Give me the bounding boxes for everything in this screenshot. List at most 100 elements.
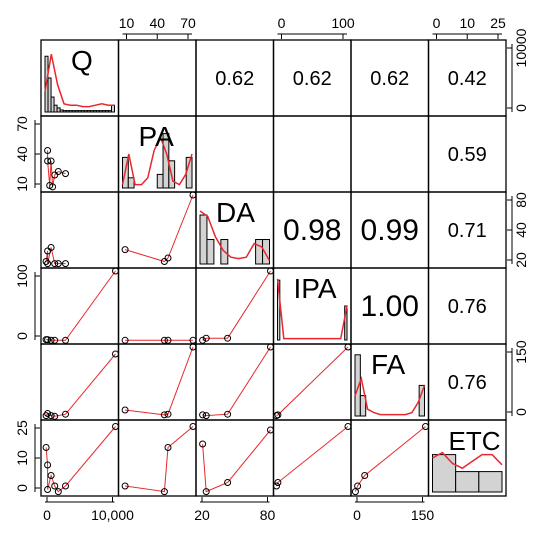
smoother-line <box>46 270 116 341</box>
scatter-point <box>160 411 168 419</box>
panel-4-1 <box>117 343 197 421</box>
scatter-point <box>273 482 280 490</box>
bottom-axis-tick-label: 150 <box>411 507 435 523</box>
smoother-line <box>276 426 349 487</box>
histogram-bar <box>206 239 215 265</box>
panel-3-1 <box>117 267 197 345</box>
panel-1-4 <box>350 115 430 193</box>
correlation-value: 0.59 <box>448 144 487 166</box>
scatter-point <box>422 423 429 430</box>
scatter-point <box>47 244 55 251</box>
variable-label-da: DA <box>216 197 255 228</box>
correlation-value: 1.00 <box>361 290 419 323</box>
histogram-bar <box>110 104 116 113</box>
correlation-value: 0.98 <box>283 214 341 247</box>
scatter-point <box>44 147 52 154</box>
scatter-point <box>164 410 172 418</box>
smoother-line <box>202 346 271 417</box>
scatter-point <box>49 183 57 191</box>
scatter-point <box>44 247 52 255</box>
scatter-point <box>44 157 52 165</box>
scatter-point <box>47 157 55 165</box>
histogram-bar <box>50 96 55 113</box>
variable-label-pa: PA <box>139 121 175 152</box>
scatter-point <box>224 479 232 486</box>
scatter-point <box>112 267 119 275</box>
scatter-point <box>199 336 207 344</box>
histogram-bar <box>455 471 480 493</box>
correlation-value: 0.76 <box>448 372 487 394</box>
scatter-point <box>62 410 69 418</box>
scatter-point <box>62 170 69 178</box>
scatter-point <box>42 412 50 420</box>
bottom-axis-tick-label: 0 <box>353 507 361 523</box>
panel-5-5 <box>427 419 507 497</box>
smoother-line <box>45 353 116 417</box>
scatter-point <box>121 336 129 344</box>
density-line <box>354 375 426 416</box>
scatter-point <box>199 411 207 419</box>
correlation-value: 0.62 <box>215 68 254 90</box>
scatter-point <box>112 350 119 358</box>
scatter-point <box>54 260 62 268</box>
scatter-point <box>121 482 129 490</box>
scatter-point <box>62 482 69 490</box>
scatter-point <box>202 488 210 496</box>
histogram-bar <box>354 354 361 417</box>
correlation-value: 0.76 <box>448 296 487 318</box>
top-axis-tick-label: 0 <box>433 15 441 31</box>
scatter-point <box>47 336 55 344</box>
scatter-point <box>47 472 55 479</box>
scatter-point <box>267 343 274 351</box>
scatter-point <box>189 423 197 430</box>
scatter-point <box>160 258 168 265</box>
histogram-bar <box>262 239 270 265</box>
scatter-point <box>51 171 59 179</box>
panel-3-2 <box>195 267 275 345</box>
smoother-line <box>124 194 194 263</box>
scatter-point <box>354 482 362 490</box>
scatter-point <box>42 258 50 265</box>
scatter-point <box>164 336 172 344</box>
scatter-point <box>189 343 197 351</box>
histogram-bar <box>432 454 457 493</box>
top-axis-tick-label: 0 <box>278 15 286 31</box>
scatter-point <box>199 440 207 448</box>
density-line <box>44 54 115 108</box>
top-axis-tick-label: 10 <box>119 15 135 31</box>
correlation-value: 0.62 <box>370 68 409 90</box>
histogram-bar <box>47 77 52 113</box>
scatter-point <box>274 411 282 419</box>
variable-label-ipa: IPA <box>294 273 337 304</box>
correlation-value: 0.42 <box>448 68 487 90</box>
scatter-point <box>62 260 69 268</box>
right-axis-tick-label: 0 <box>513 104 529 112</box>
scatter-point <box>164 444 172 451</box>
scatter-point <box>344 423 352 430</box>
smoother-line <box>276 346 349 417</box>
scatter-point <box>164 254 172 262</box>
left-axis-tick-label: 100 <box>14 264 30 288</box>
scatter-point <box>189 191 197 199</box>
smoother-line <box>125 426 194 493</box>
scatter-point <box>160 488 168 496</box>
bottom-axis-tick-label: 10,000 <box>91 507 134 523</box>
variable-label-q: Q <box>71 45 93 76</box>
left-axis-tick-label: 70 <box>14 116 30 132</box>
panel-5-2 <box>195 419 275 497</box>
bottom-axis-tick-label: 20 <box>194 507 210 523</box>
scatter-point <box>54 488 62 496</box>
scatter-point <box>274 479 282 486</box>
top-axis-tick-label: 70 <box>180 15 196 31</box>
scatter-point <box>51 482 59 490</box>
bottom-axis-tick-label: 80 <box>260 507 276 523</box>
left-axis-tick-label: 10 <box>14 176 30 192</box>
smoother-line <box>202 270 271 341</box>
scatter-point <box>112 423 119 430</box>
histogram-bar <box>255 239 264 265</box>
right-axis-tick-label: 0 <box>513 408 529 416</box>
top-axis-tick-label: 100 <box>331 15 355 31</box>
right-axis-tick-label: 80 <box>513 192 529 208</box>
panel-4-0 <box>40 343 120 421</box>
